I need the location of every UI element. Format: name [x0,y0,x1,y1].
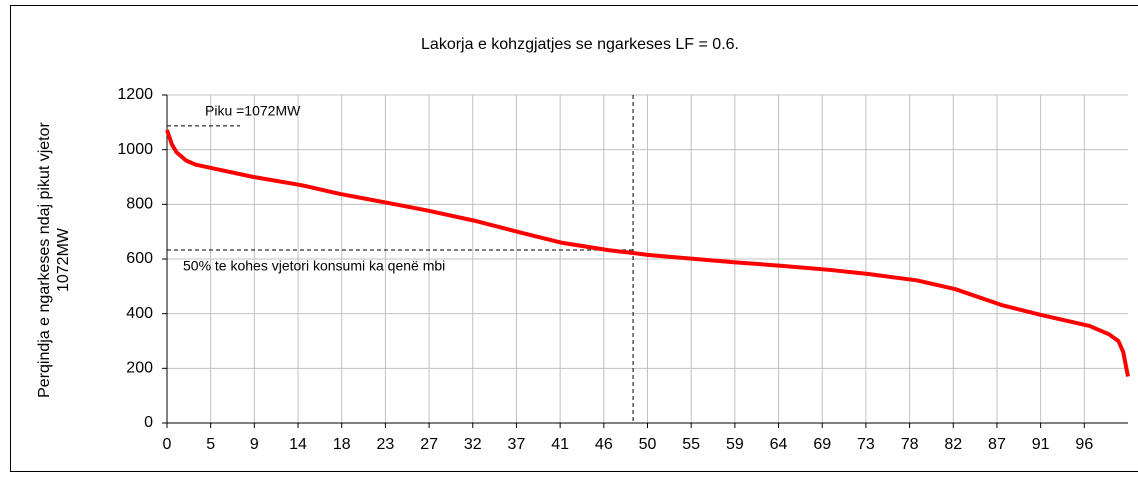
x-tick-label: 23 [377,436,395,453]
x-tick-label: 5 [206,436,215,453]
x-tick-label: 41 [551,436,569,453]
chart-title: Lakorja e kohzgjatjes se ngarkeses LF = … [421,36,739,53]
x-tick-label: 91 [1032,436,1050,453]
x-tick-label: 69 [813,436,831,453]
y-tick-label: 0 [144,414,153,431]
y-tick-label: 600 [126,250,153,267]
x-tick-label: 14 [289,436,307,453]
x-tick-label: 64 [770,436,788,453]
y-axis-label: Perqindja e ngarkeses ndaj pikut vjetor [36,121,53,397]
y-tick-label: 200 [126,360,153,377]
x-tick-label: 0 [163,436,172,453]
load-curve [165,129,1130,377]
x-tick-label: 18 [333,436,351,453]
y-tick-label: 1000 [117,141,153,158]
x-tick-label: 73 [857,436,875,453]
x-tick-label: 78 [901,436,919,453]
x-tick-label: 50 [639,436,657,453]
x-tick-label: 9 [250,436,259,453]
x-tick-label: 27 [420,436,438,453]
x-tick-label: 59 [726,436,744,453]
y-tick-label: 400 [126,305,153,322]
chart-border [10,5,1138,472]
y-axis-label: 1072MW [55,227,72,292]
x-tick-label: 87 [988,436,1006,453]
x-tick-label: 96 [1075,436,1093,453]
x-tick-label: 82 [944,436,962,453]
x-tick-label: 32 [464,436,482,453]
y-tick-label: 800 [126,196,153,213]
x-tick-label: 37 [508,436,526,453]
annotation: 50% te kohes vjetori konsumi ka qenë mbi [183,258,445,274]
annotation: Piku =1072MW [205,103,301,119]
x-tick-label: 55 [682,436,700,453]
y-tick-label: 1200 [117,86,153,103]
x-tick-label: 46 [595,436,613,453]
